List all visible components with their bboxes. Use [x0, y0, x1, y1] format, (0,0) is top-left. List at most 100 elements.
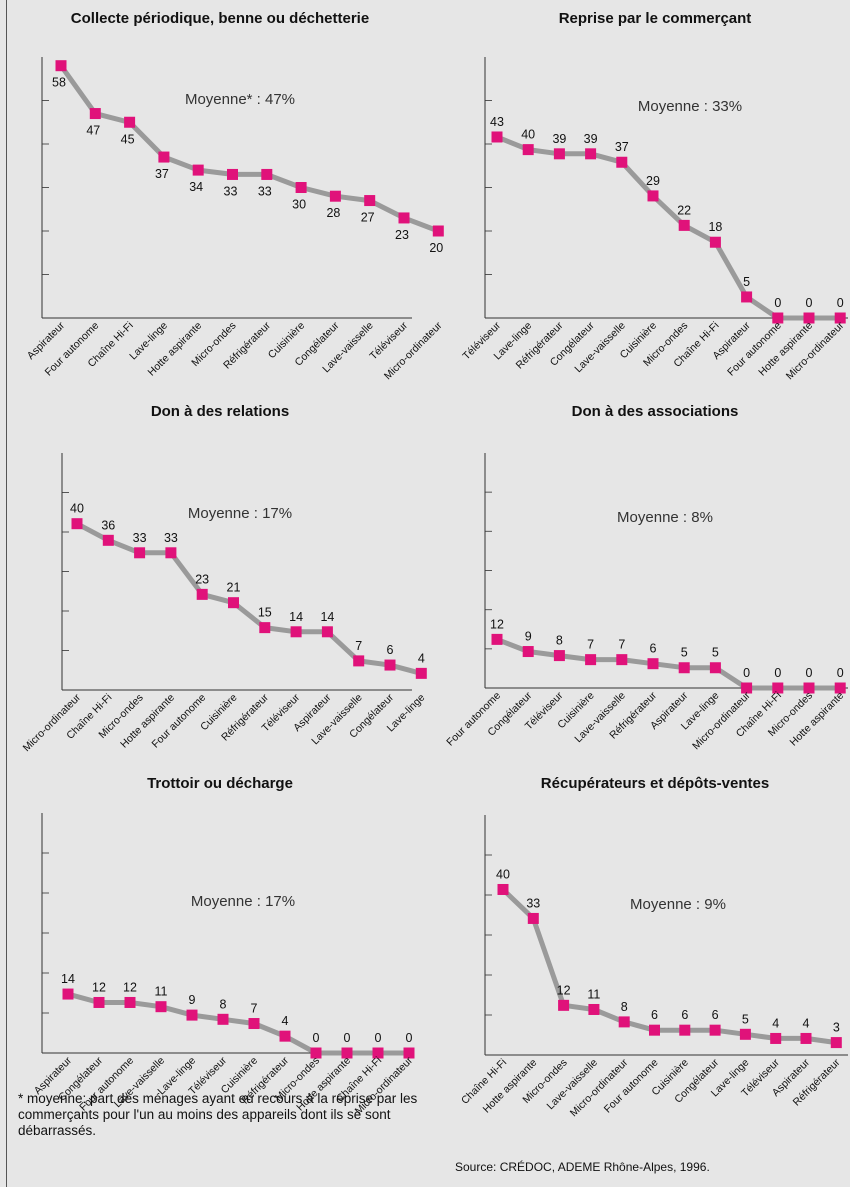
data-label: 33 [224, 184, 238, 198]
data-label: 4 [282, 1014, 289, 1028]
data-label: 7 [251, 1002, 258, 1016]
data-label: 7 [618, 638, 625, 652]
data-label: 40 [496, 867, 510, 881]
data-point-marker [585, 654, 597, 666]
data-point-marker [553, 148, 565, 160]
data-label: 14 [61, 972, 75, 986]
data-point-marker [618, 1016, 630, 1028]
data-point-marker [800, 1032, 812, 1044]
data-point-marker [55, 60, 67, 72]
series-line [58, 64, 440, 234]
data-label: 11 [587, 987, 600, 1001]
footnote: * moyenne: part des ménages ayant eu rec… [18, 1091, 418, 1138]
page-border [6, 0, 7, 1187]
data-point-marker [415, 667, 427, 679]
data-label: 4 [803, 1016, 810, 1030]
data-point-marker [259, 622, 271, 634]
data-point-marker [71, 518, 83, 530]
data-point-marker [124, 116, 136, 128]
chart-title-recuperateurs: Récupérateurs et dépôts-ventes [540, 775, 770, 792]
data-label: 0 [743, 666, 750, 680]
data-label: 33 [133, 531, 147, 545]
data-point-marker [497, 883, 509, 895]
data-label: 40 [70, 502, 84, 516]
data-point-marker [649, 1024, 660, 1036]
data-label: 12 [123, 980, 137, 994]
category-label: Hotte aspirante [118, 692, 177, 751]
data-label: 45 [121, 132, 135, 146]
data-point-marker [616, 156, 628, 168]
series-line [496, 134, 841, 321]
data-label: 28 [326, 206, 340, 220]
data-label: 22 [677, 203, 691, 217]
data-label: 9 [189, 993, 196, 1007]
average-annotation: Moyenne : 33% [638, 98, 742, 115]
data-label: 8 [621, 1000, 628, 1014]
data-label: 12 [92, 980, 106, 994]
data-label: 6 [651, 1008, 658, 1022]
data-label: 30 [292, 198, 306, 212]
data-point-marker [647, 190, 659, 202]
data-label: 4 [418, 651, 425, 665]
data-point-marker [522, 646, 534, 658]
data-label: 7 [587, 638, 594, 652]
data-label: 5 [712, 646, 719, 660]
data-label: 0 [837, 296, 844, 310]
chart-title-reprise: Reprise par le commerçant [558, 10, 752, 27]
chart-title-associations: Don à des associations [571, 403, 739, 420]
data-label: 21 [227, 581, 241, 595]
series-line [75, 521, 422, 676]
data-point-marker [155, 1001, 167, 1013]
data-point-marker [803, 682, 815, 694]
data-point-marker [62, 988, 74, 1000]
data-label: 12 [490, 617, 504, 631]
data-point-marker [772, 312, 784, 324]
data-point-marker [679, 1024, 691, 1036]
data-point-marker [384, 659, 396, 671]
data-point-marker [527, 912, 539, 924]
category-label: Four autonome [149, 692, 208, 751]
data-point-marker [432, 225, 444, 237]
average-annotation: Moyenne* : 47% [185, 91, 295, 108]
data-label: 33 [164, 531, 178, 545]
data-label: 20 [429, 241, 443, 255]
data-point-marker [522, 144, 534, 156]
data-point-marker [321, 626, 333, 638]
data-point-marker [341, 1047, 353, 1059]
data-label: 27 [361, 211, 375, 225]
data-point-marker [398, 212, 410, 224]
data-point-marker [124, 996, 136, 1008]
data-label: 34 [189, 180, 203, 194]
data-point-marker [372, 1047, 384, 1059]
data-point-marker [134, 547, 146, 559]
data-label: 8 [220, 997, 227, 1011]
data-point-marker [186, 1009, 198, 1021]
category-label: Four autonome [725, 320, 784, 379]
source-note: Source: CRÉDOC, ADEME Rhône-Alpes, 1996. [455, 1160, 710, 1174]
data-label: 58 [52, 76, 66, 90]
data-label: 8 [556, 634, 563, 648]
data-label: 11 [155, 985, 168, 999]
data-label: 6 [712, 1008, 719, 1022]
category-label: Micro-ordinateur [784, 319, 847, 382]
data-label: 39 [584, 132, 598, 146]
data-label: 14 [289, 610, 303, 624]
data-point-marker [295, 182, 307, 193]
data-point-marker [248, 1018, 260, 1030]
data-point-marker [310, 1047, 322, 1059]
data-label: 40 [521, 128, 535, 142]
data-label: 14 [320, 610, 334, 624]
data-label: 6 [387, 643, 394, 657]
data-label: 23 [195, 572, 209, 586]
data-point-marker [165, 547, 177, 559]
data-point-marker [261, 168, 273, 180]
data-point-marker [830, 1037, 842, 1049]
data-label: 4 [772, 1016, 779, 1030]
data-point-marker [803, 312, 815, 324]
data-point-marker [678, 662, 690, 674]
data-point-marker [196, 588, 208, 600]
data-point-marker [217, 1013, 229, 1025]
data-label: 29 [646, 174, 660, 188]
data-label: 7 [355, 639, 362, 653]
